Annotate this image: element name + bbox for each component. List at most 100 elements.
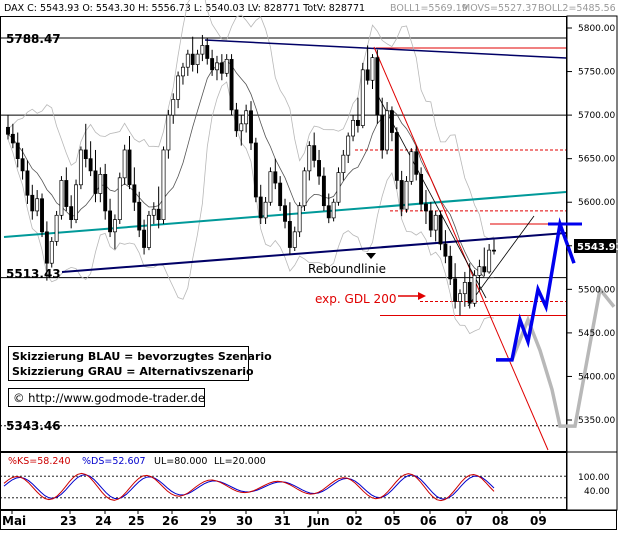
candle-body — [472, 275, 477, 304]
upper-trendline — [204, 39, 567, 59]
candle-body — [462, 282, 467, 295]
price-badge — [574, 239, 616, 253]
candle-body — [287, 221, 292, 248]
date-tick-label: 06 — [420, 514, 437, 528]
candle-body — [234, 109, 239, 132]
candle-body — [365, 69, 370, 81]
candle-body — [78, 149, 83, 186]
candle-body — [249, 110, 253, 144]
candle-body — [453, 278, 458, 302]
candle-body — [258, 196, 263, 219]
date-tick-label: 05 — [384, 514, 401, 528]
copyright-box — [8, 388, 205, 407]
price-tick-label: 5700.00 — [578, 111, 615, 121]
candle-body — [30, 194, 35, 212]
candlesticks — [6, 34, 496, 316]
price-tick-label: 5750.00 — [578, 68, 615, 78]
candle-body — [399, 180, 404, 210]
candle-body — [414, 151, 419, 175]
candle-body — [44, 231, 49, 264]
candle-body — [161, 149, 166, 220]
candle-body — [297, 205, 302, 233]
candle-body — [10, 133, 15, 144]
candle-body — [448, 255, 453, 280]
candle-body — [317, 160, 321, 177]
candle-body — [181, 66, 185, 77]
candle-body — [433, 214, 438, 231]
red-downtrend — [373, 46, 549, 451]
candle-body — [25, 170, 30, 196]
bollinger-bands — [7, 0, 495, 335]
price-tick-label: 5450.00 — [578, 329, 615, 339]
date-tick-label: Jun — [307, 514, 330, 528]
candle-body — [35, 198, 40, 212]
candle-body — [64, 180, 69, 207]
candle-body — [127, 149, 132, 186]
date-ticks: Mai 23 24 25 26 29 30 31 Jun 02 05 06 07 08 09 — [2, 510, 547, 528]
candle-body — [443, 243, 448, 257]
grey-scenario — [496, 285, 616, 428]
level-5788: 5788.47 — [6, 32, 61, 46]
date-tick-label: 30 — [236, 514, 253, 528]
date-tick-label: 31 — [274, 514, 291, 528]
candle-body — [122, 149, 127, 179]
osc-ds: %DS=52.607 — [82, 456, 146, 467]
legend-blue: Skizzierung BLAU = bevorzugtes Szenario — [12, 350, 272, 363]
candle-body — [103, 173, 108, 212]
candle-body — [98, 173, 103, 194]
boll2-label: BOLL2=5485.56 — [538, 3, 616, 14]
osc-ks: %KS=58.240 — [8, 456, 71, 467]
candle-body — [117, 177, 122, 220]
scenario-sketches — [496, 217, 616, 428]
candle-body — [54, 214, 59, 242]
osc-ll: LL=20.000 — [214, 456, 266, 467]
candle-body — [321, 175, 326, 207]
candle-body — [404, 180, 409, 210]
candle-body — [137, 201, 142, 231]
movs-label: MOVS=5527.37 — [462, 3, 537, 14]
candle-body — [346, 135, 351, 156]
candle-body — [263, 201, 268, 219]
candle-body — [132, 184, 137, 203]
osc-ul: UL=80.000 — [154, 456, 207, 467]
candle-body — [458, 293, 462, 302]
price-axis-strip — [566, 15, 618, 453]
candle-body — [20, 158, 25, 172]
candle-body — [283, 205, 287, 222]
date-tick-label: 08 — [492, 514, 509, 528]
price-tick-label: 5400.00 — [578, 372, 615, 382]
candle-body — [195, 53, 200, 65]
candle-body — [49, 241, 54, 264]
candle-body — [108, 210, 113, 233]
candle-body — [419, 173, 424, 205]
candle-body — [215, 62, 219, 71]
candle-body — [166, 114, 171, 151]
copyright-text[interactable]: © http://www.godmode-trader.de — [13, 391, 205, 405]
candle-body — [15, 142, 20, 160]
candle-body — [409, 151, 414, 182]
chart-header: DAX C: 5543.93 O: 5543.30 H: 5556.73 L: … — [4, 3, 365, 14]
price-tick-label: 5500.00 — [578, 285, 615, 295]
candle-body — [176, 75, 181, 100]
candle-body — [375, 57, 380, 116]
gdl-arrow-head — [418, 292, 426, 300]
scenario-legend-box — [8, 346, 249, 381]
candle-body — [302, 170, 307, 207]
band-upper — [7, 0, 495, 240]
level-5513: 5513.43 — [6, 267, 61, 281]
candle-body — [156, 208, 161, 220]
candle-body — [200, 45, 205, 55]
candle-body — [331, 201, 336, 219]
candle-body — [112, 219, 117, 233]
candle-body — [224, 59, 229, 74]
date-tick-label: 09 — [530, 514, 547, 528]
candle-body — [326, 205, 331, 219]
gdl-label: exp. GDL 200 — [315, 292, 396, 306]
candle-body — [219, 62, 224, 74]
price-tick-label: 5650.00 — [578, 155, 615, 165]
reboundlinie-arrow — [366, 253, 376, 259]
band-lower — [7, 81, 495, 335]
candle-body — [142, 229, 147, 248]
price-badge-value: 5543.93 — [577, 242, 618, 253]
